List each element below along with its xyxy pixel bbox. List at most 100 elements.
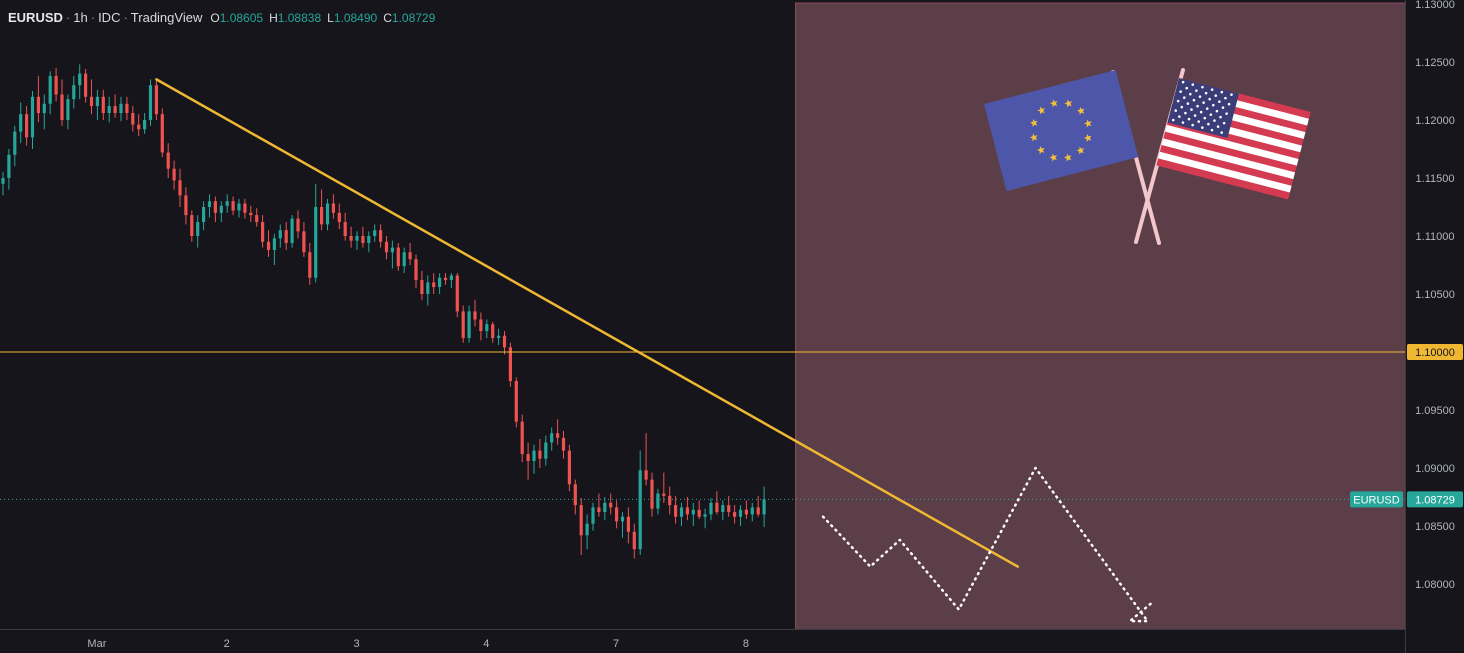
- candle-body: [113, 106, 117, 114]
- candle: [715, 491, 719, 515]
- time-tick-label: 7: [613, 638, 619, 650]
- candle-body: [438, 277, 442, 288]
- legend-interval[interactable]: 1h: [73, 10, 88, 25]
- candle-body: [544, 442, 548, 459]
- candle-body: [514, 381, 518, 422]
- candle-body: [579, 505, 583, 536]
- price-tick-label: 1.10500: [1415, 289, 1455, 301]
- us-star: [1214, 94, 1218, 97]
- eu-star: [1029, 118, 1038, 127]
- us-star: [1224, 96, 1227, 100]
- us-star: [1220, 90, 1224, 94]
- candle-body: [296, 218, 300, 232]
- candle: [544, 435, 548, 466]
- candle-body: [143, 120, 147, 130]
- candle: [154, 78, 158, 120]
- us-stripe: [1161, 138, 1296, 180]
- candle-body: [674, 505, 678, 517]
- candle: [744, 500, 748, 520]
- candle-body: [703, 514, 707, 517]
- candle-body: [219, 205, 223, 213]
- price-axis-background: [1405, 0, 1464, 653]
- candle: [750, 502, 754, 522]
- candle-body: [615, 507, 619, 522]
- candle-body: [508, 347, 512, 381]
- us-star: [1182, 96, 1186, 99]
- us-star: [1185, 86, 1189, 90]
- trendline[interactable]: [155, 78, 1020, 568]
- eu-star: [1049, 99, 1058, 108]
- candle-body: [556, 433, 560, 438]
- candle: [491, 321, 495, 343]
- time-axis[interactable]: Mar 2 3 4 7 8: [87, 638, 749, 650]
- us-star: [1205, 107, 1209, 110]
- candle-body: [314, 207, 318, 278]
- us-star: [1210, 88, 1214, 91]
- legend-symbol[interactable]: EURUSD: [8, 10, 63, 25]
- candle: [219, 201, 223, 223]
- candle: [290, 215, 294, 248]
- candle: [538, 439, 542, 468]
- candle-body: [638, 470, 642, 550]
- candle-body: [355, 236, 359, 241]
- candle-body: [443, 277, 448, 281]
- candle: [573, 479, 577, 515]
- candle: [662, 472, 666, 503]
- us-star: [1208, 97, 1211, 101]
- candle: [756, 495, 760, 517]
- us-star: [1207, 122, 1210, 126]
- candle: [54, 67, 58, 102]
- candle: [19, 102, 23, 144]
- candle-body: [373, 230, 377, 236]
- candle: [709, 498, 713, 521]
- candle: [674, 495, 678, 524]
- candle-body: [361, 236, 365, 243]
- price-tick-label: 1.08500: [1415, 521, 1455, 533]
- us-star: [1192, 98, 1196, 102]
- us-star: [1197, 120, 1201, 123]
- candle: [355, 231, 359, 250]
- candle: [255, 208, 259, 227]
- us-star: [1213, 119, 1216, 122]
- eu-star: [1049, 153, 1058, 162]
- chart-legend: EURUSD · 1h · IDC · TradingView O1.08605 H1.0883…: [8, 10, 435, 25]
- time-tick-label: 2: [224, 638, 230, 650]
- candle-body: [172, 168, 176, 181]
- legend-close-value: 1.08729: [391, 11, 436, 25]
- candle-body: [119, 103, 123, 114]
- us-flag-stars: [1171, 80, 1233, 134]
- price-axis[interactable]: 1.08000 1.08500 1.09000 1.09500 1.10000 1.105…: [1415, 0, 1455, 591]
- candle: [632, 523, 636, 559]
- us-stripe: [1163, 131, 1297, 173]
- candle: [367, 231, 371, 253]
- candle-body: [756, 507, 760, 515]
- us-stripe: [1165, 124, 1299, 166]
- candle-body: [591, 507, 595, 524]
- candle: [615, 500, 619, 529]
- projection-path[interactable]: [821, 466, 1155, 623]
- candle-body: [449, 275, 453, 281]
- candle: [609, 493, 613, 515]
- us-star: [1209, 113, 1213, 116]
- candle: [337, 203, 341, 230]
- candle: [66, 94, 70, 130]
- candle-body: [325, 203, 330, 225]
- candle-body: [107, 106, 111, 114]
- candle: [25, 106, 29, 146]
- time-tick-label: 3: [353, 638, 359, 650]
- candle: [379, 224, 383, 248]
- candle: [697, 500, 701, 520]
- candle: [131, 106, 135, 132]
- us-star: [1180, 105, 1184, 109]
- candle-body: [479, 319, 483, 332]
- price-tick-label: 1.13000: [1415, 0, 1455, 11]
- us-stripe: [1156, 158, 1290, 200]
- us-star: [1216, 125, 1220, 128]
- candle-body: [473, 311, 477, 320]
- candle-body: [396, 247, 400, 267]
- price-tick-label: 1.12500: [1415, 57, 1455, 69]
- candle: [679, 502, 684, 526]
- candle-body: [573, 484, 577, 506]
- candle: [172, 160, 176, 190]
